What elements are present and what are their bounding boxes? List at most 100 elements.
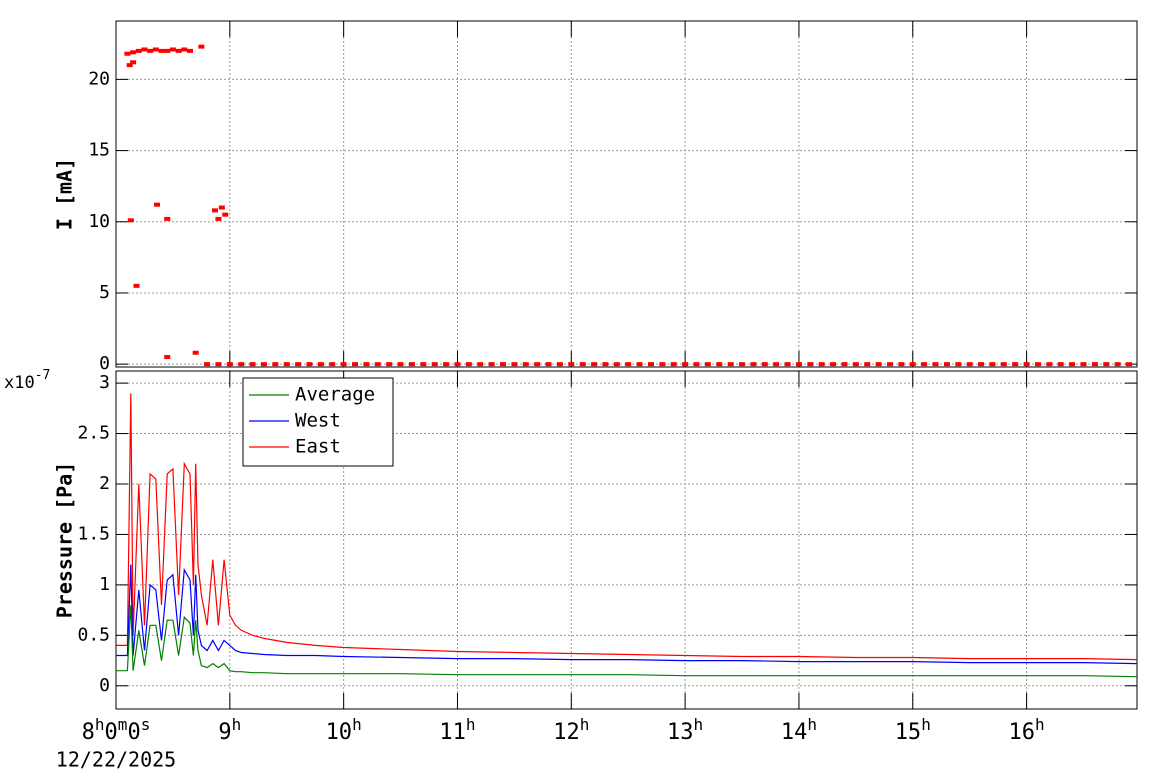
point (204, 362, 211, 367)
point (1000, 362, 1007, 367)
point (545, 362, 552, 367)
point (130, 60, 137, 65)
x-tick-label: 13h (667, 715, 703, 746)
point (1126, 362, 1133, 367)
point (921, 362, 928, 367)
point (1034, 362, 1041, 367)
point (477, 362, 484, 367)
point (238, 362, 245, 367)
point (164, 48, 171, 53)
point (579, 362, 586, 367)
point (420, 362, 427, 367)
point (613, 362, 620, 367)
point (887, 362, 894, 367)
y-tick-label: 20 (88, 68, 110, 89)
point (198, 44, 205, 49)
point (1103, 362, 1110, 367)
y-tick-label: 0 (99, 675, 110, 696)
x-tick-label: 8h0m0s (82, 715, 151, 746)
point (260, 362, 267, 367)
point (465, 362, 472, 367)
point (1114, 362, 1121, 367)
legend-box (242, 377, 394, 467)
point (864, 362, 871, 367)
point (500, 362, 507, 367)
point (795, 362, 802, 367)
point (693, 362, 700, 367)
series-line (116, 564, 1138, 665)
point (909, 362, 916, 367)
legend-label: West (295, 410, 341, 432)
point (875, 362, 882, 367)
point (556, 362, 563, 367)
legend-label: East (295, 436, 341, 458)
point (1069, 362, 1076, 367)
x-tick-label: 15h (895, 715, 931, 746)
point (124, 51, 131, 56)
y-tick-label: 2.5 (77, 423, 110, 444)
point (522, 362, 529, 367)
point (898, 362, 905, 367)
point (127, 218, 134, 223)
point (135, 48, 142, 53)
point (932, 362, 939, 367)
point (295, 362, 302, 367)
point (955, 362, 962, 367)
point (283, 362, 290, 367)
point (133, 283, 140, 288)
point (306, 362, 313, 367)
point (152, 47, 159, 52)
point (1057, 362, 1064, 367)
x-tick-label: 12h (553, 715, 589, 746)
series-line (116, 605, 1138, 678)
point (408, 362, 415, 367)
series-line (116, 393, 1138, 661)
point (625, 362, 632, 367)
point (352, 362, 359, 367)
point (130, 50, 137, 55)
point (1046, 362, 1053, 367)
point (215, 362, 222, 367)
point (670, 362, 677, 367)
point (363, 362, 370, 367)
y-exponent-label: x10-7 (4, 368, 50, 394)
point (272, 362, 279, 367)
y-tick-label: 1 (99, 574, 110, 595)
point (329, 362, 336, 367)
point (1012, 362, 1019, 367)
x-tick-label: 10h (326, 715, 362, 746)
legend-label: Average (295, 384, 375, 406)
point (175, 48, 182, 53)
point (488, 362, 495, 367)
y-tick-label: 3 (99, 372, 110, 393)
point (192, 350, 199, 355)
y-tick-label: 2 (99, 473, 110, 494)
y-tick-label: 0 (99, 353, 110, 374)
plot-frame (115, 20, 1138, 368)
point (784, 362, 791, 367)
point (158, 48, 165, 53)
point (454, 362, 461, 367)
point (141, 47, 148, 52)
point (186, 48, 193, 53)
point (126, 63, 133, 68)
point (215, 216, 222, 221)
point (636, 362, 643, 367)
point (153, 202, 160, 207)
point (164, 216, 171, 221)
y-axis-label: Pressure [Pa] (53, 462, 77, 619)
exponent-base: x10 (4, 373, 35, 393)
point (317, 362, 324, 367)
point (978, 362, 985, 367)
point (147, 48, 154, 53)
point (397, 362, 404, 367)
point (1091, 362, 1098, 367)
point (218, 205, 225, 210)
x-tick-label: 9h (218, 715, 241, 746)
point (943, 362, 950, 367)
point (340, 362, 347, 367)
point (773, 362, 780, 367)
point (222, 212, 229, 217)
point (511, 362, 518, 367)
y-axis-label: I [mA] (53, 158, 77, 230)
